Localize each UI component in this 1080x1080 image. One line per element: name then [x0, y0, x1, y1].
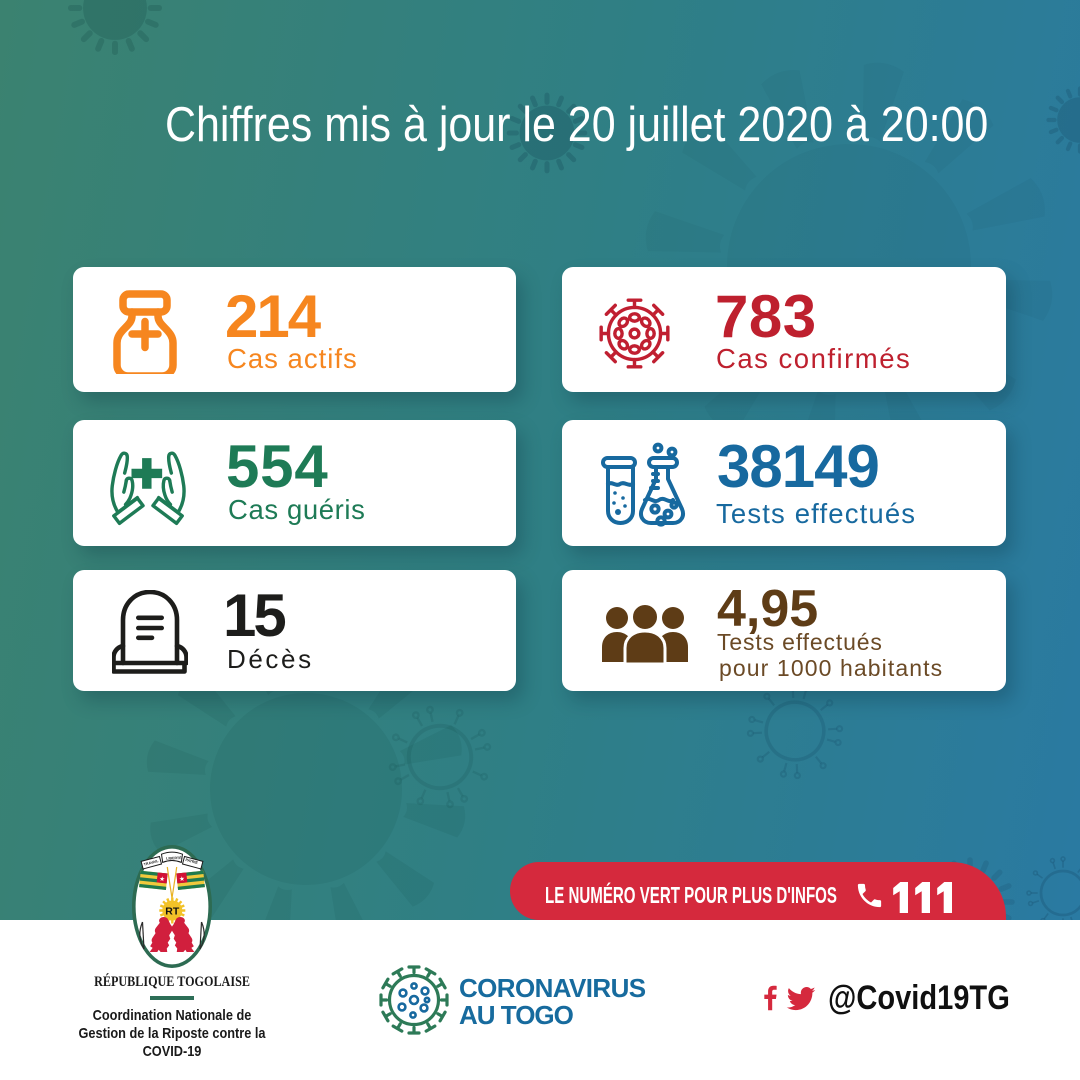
svg-text:LIBERTÉ: LIBERTÉ: [166, 855, 182, 861]
svg-text:★: ★: [178, 874, 185, 883]
svg-text:PATRIE: PATRIE: [184, 857, 198, 864]
svg-text:RT: RT: [165, 905, 180, 917]
svg-text:★: ★: [158, 874, 165, 883]
svg-text:TRAVAIL: TRAVAIL: [143, 858, 159, 866]
